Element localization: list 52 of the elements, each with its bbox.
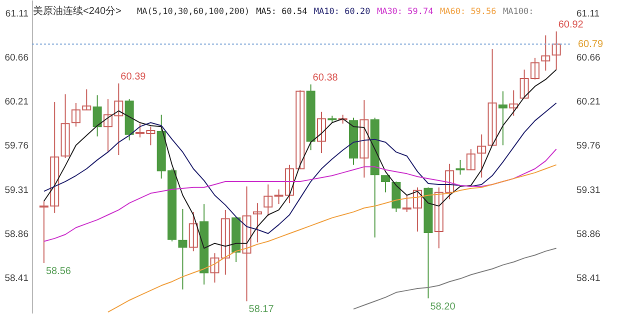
annotation: 58.20: [430, 301, 456, 312]
ref-line-label: 60.79: [578, 39, 604, 50]
candlestick: [264, 184, 273, 216]
line-series: [107, 164, 557, 313]
candlestick: [360, 100, 369, 178]
y-tick-label: 60.66: [4, 52, 28, 64]
y2-tick-label: 58.41: [576, 273, 600, 284]
y-tick-label: 60.21: [4, 96, 28, 108]
candlestick: [509, 90, 518, 116]
text: MA(5,10,30,60,100,200): [137, 7, 250, 17]
text: MA100:: [503, 7, 534, 17]
candlestick: [381, 175, 390, 193]
text: MA10: 60.20: [314, 7, 370, 17]
line-series: [43, 148, 557, 242]
y2-tick-label: 60.66: [576, 52, 600, 64]
text: MA30: 59.74: [376, 7, 434, 17]
candlestick: [498, 90, 508, 146]
candlestick: [220, 209, 230, 276]
candlestick: [178, 208, 188, 290]
candlestick: [552, 30, 561, 70]
candlestick: [188, 211, 198, 252]
text: MA5: 60.54: [256, 7, 308, 17]
y2-tick-label: 59.31: [576, 184, 600, 196]
text: MA60: 59.56: [440, 7, 496, 17]
y2-tick-label: 58.86: [576, 229, 600, 240]
candlestick: [242, 186, 252, 302]
annotation: 58.17: [248, 304, 274, 316]
candlestick: [541, 34, 550, 72]
line-series: [43, 69, 557, 249]
candlestick: [466, 148, 476, 170]
candlestick: [477, 134, 486, 178]
y-tick-label: 59.31: [4, 184, 28, 196]
y-tick-label: 58.86: [4, 229, 28, 240]
candlestick: [210, 252, 220, 284]
candlestick: [252, 202, 262, 243]
y-tick-label: 61.11: [5, 8, 28, 20]
y2-tick-label: 59.76: [576, 140, 600, 152]
candlestick: [316, 111, 326, 154]
annotation: 60.39: [120, 71, 146, 82]
text: 美原油连续<240分>: [33, 5, 122, 17]
y-tick-label: 59.76: [4, 140, 28, 152]
line-series: [353, 248, 557, 310]
annotation: 60.38: [312, 72, 338, 84]
candlestick: [488, 48, 497, 146]
candlestick: [60, 94, 70, 158]
candlestick: [92, 94, 102, 137]
y2-tick-label: 61.11: [576, 8, 600, 20]
annotation: 58.56: [46, 266, 72, 277]
annotation: 60.92: [558, 19, 584, 30]
y-tick-label: 58.41: [4, 273, 28, 284]
line-series: [43, 102, 557, 234]
y2-tick-label: 60.21: [576, 96, 600, 108]
